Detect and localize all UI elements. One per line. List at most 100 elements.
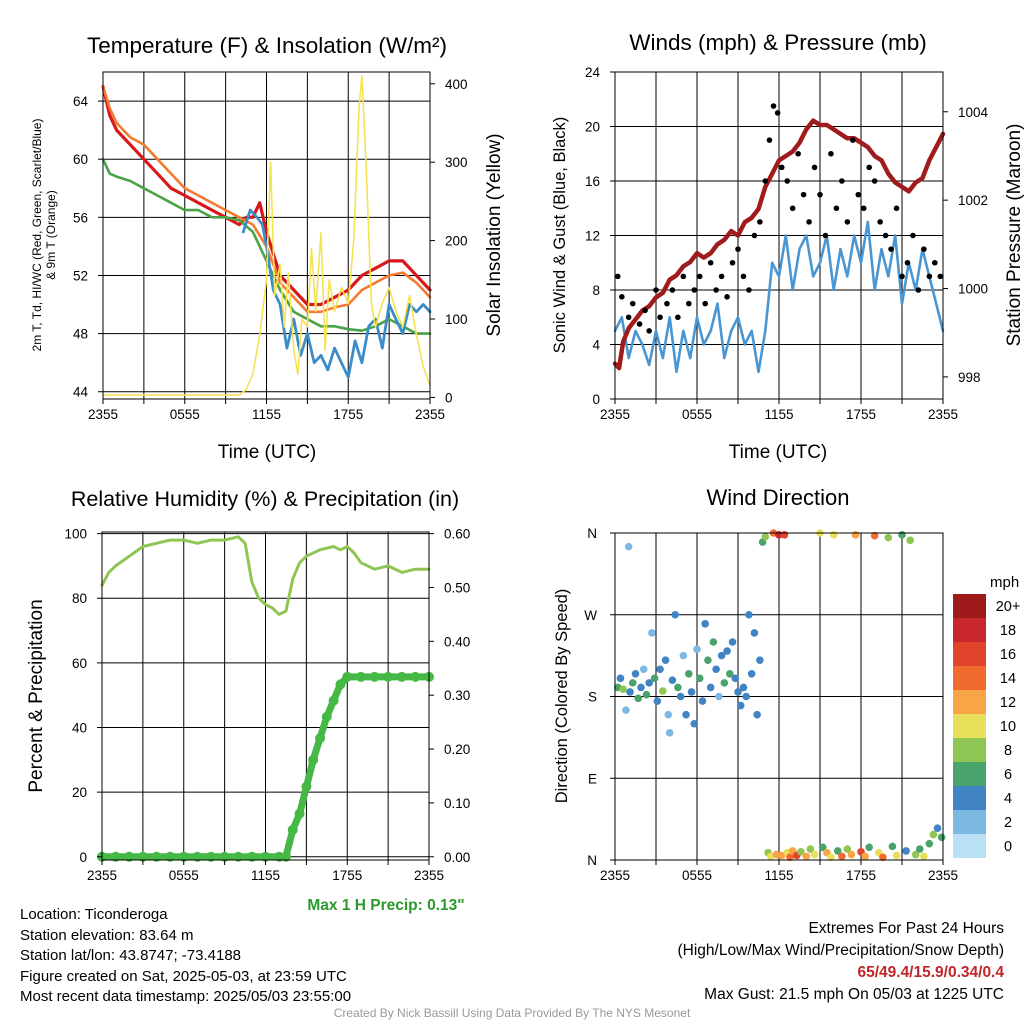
legend-swatch (953, 594, 986, 618)
y-tick-label: 0 (79, 850, 87, 865)
gust-point (839, 178, 845, 184)
wind-direction-y-axis-label: Direction (Colored By Speed) (553, 589, 571, 804)
direction-point (892, 851, 901, 860)
y-tick-label: 20 (72, 785, 87, 800)
gust-point (724, 294, 730, 300)
precip-marker (246, 851, 257, 862)
precip-marker (219, 851, 230, 862)
legend-label: 14 (1000, 671, 1016, 687)
gust-point (729, 259, 736, 266)
direction-point (668, 676, 677, 684)
direction-point (659, 687, 667, 695)
y-tick-label: 56 (73, 210, 88, 225)
most-recent-data: Most recent data timestamp: 2025/05/03 2… (20, 988, 352, 1005)
y2-tick-label: 1000 (958, 282, 988, 297)
gust-point (686, 300, 692, 307)
legend-label: 0 (1004, 839, 1012, 855)
gust-point (646, 328, 652, 334)
direction-point (676, 692, 685, 701)
x-tick-label: 0555 (169, 868, 199, 883)
gust-point (696, 273, 703, 280)
y2-tick-label: 300 (445, 155, 468, 170)
y2-tick-label: 998 (958, 370, 981, 385)
precip-marker (369, 671, 380, 682)
precip-marker (315, 733, 325, 744)
gust-point (735, 246, 741, 252)
temperature-panel: Temperature (F) & Insolation (W/m²) 2355… (30, 33, 505, 463)
wind-direction-series (613, 529, 946, 862)
gust-point (811, 164, 818, 171)
wind-direction-panel: Wind Direction 2355 0555 1155 1755 2355NESWN… (553, 485, 1020, 883)
direction-point (937, 833, 946, 842)
gust-point (932, 259, 938, 266)
gust-point (850, 137, 856, 143)
direction-point (843, 845, 852, 853)
gust-point (653, 287, 659, 293)
legend-label: 12 (1000, 695, 1016, 711)
winds-series (612, 103, 946, 374)
windchill-series-line (241, 208, 432, 379)
gust-point (828, 150, 834, 157)
x-tick-label: 2355 (928, 407, 958, 422)
direction-point (802, 852, 811, 861)
y2-tick-label: 0 (445, 390, 453, 405)
humidity-grid (102, 532, 429, 860)
direction-point (712, 665, 720, 674)
gust-point (937, 273, 944, 280)
direction-point (734, 688, 742, 696)
extremes-title: Extremes For Past 24 Hours (808, 920, 1004, 937)
gust-point (669, 287, 676, 293)
direction-point (810, 850, 819, 859)
precip-marker (287, 824, 298, 835)
x-tick-label: 1755 (846, 868, 876, 883)
gust-point (751, 232, 758, 239)
y-tick-label: W (584, 608, 597, 623)
gust-point (888, 246, 894, 252)
y-tick-label: 60 (72, 656, 87, 671)
legend-label: 2 (1004, 815, 1012, 831)
y-tick-label: N (587, 526, 597, 541)
direction-point (626, 688, 634, 696)
gust-point (625, 314, 632, 321)
legend-label: 8 (1004, 743, 1012, 759)
x-tick-label: 1155 (764, 868, 793, 883)
gust-point (757, 219, 763, 225)
extremes-values: 65/49.4/15.9/0.34/0.4 (857, 964, 1004, 981)
direction-point (687, 688, 696, 696)
precip-marker (151, 851, 162, 862)
y-tick-label: 20 (585, 120, 600, 135)
precip-marker (321, 711, 332, 722)
direction-point (723, 647, 731, 655)
gust-point (844, 219, 851, 225)
temperature-chart-title: Temperature (F) & Insolation (W/m²) (87, 33, 447, 58)
precip-marker (137, 851, 148, 862)
x-tick-label: 1155 (252, 407, 281, 422)
direction-point (706, 683, 715, 692)
y2-tick-label: 100 (445, 312, 468, 327)
y2-tick-label: 0.20 (444, 742, 470, 757)
direction-point (661, 656, 670, 664)
x-tick-label: 1155 (251, 868, 280, 883)
gust-point (778, 164, 785, 171)
direction-point (648, 629, 656, 637)
x-tick-label: 2355 (88, 407, 118, 422)
direction-point (682, 710, 690, 719)
legend-label: 20+ (996, 599, 1021, 615)
humidity-panel: Relative Humidity (%) & Precipitation (i… (26, 487, 470, 914)
legend-swatch (953, 762, 986, 786)
gust-point (800, 191, 807, 198)
x-tick-label: 0555 (170, 407, 200, 422)
x-tick-label: 0555 (682, 407, 712, 422)
direction-point (709, 638, 718, 646)
temperature-right-axis-label: Solar Insolation (Yellow) (484, 133, 505, 336)
direction-point (631, 669, 640, 678)
direction-point (742, 692, 750, 701)
direction-point (838, 852, 846, 861)
direction-point (870, 531, 879, 540)
y2-tick-label: 200 (445, 234, 468, 249)
legend-swatch (953, 666, 986, 690)
y-tick-label: S (588, 690, 597, 705)
direction-point (736, 701, 745, 710)
y-tick-label: N (587, 853, 597, 868)
